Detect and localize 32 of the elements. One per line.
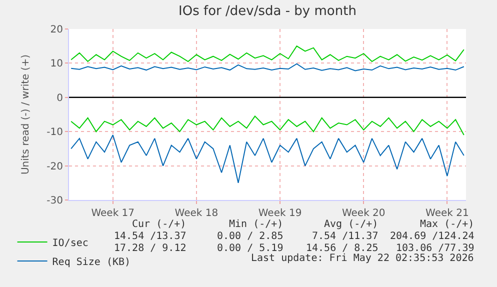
text: Last update: Fri May 22 02:35:53 2026 [251, 253, 474, 264]
x-tick-label: Week 17 [91, 208, 135, 219]
text: 7.54 /11.37 [312, 231, 378, 242]
line-series [70, 134, 464, 184]
legend-label: Req Size (KB) [52, 256, 131, 268]
line-series [70, 63, 464, 72]
y-tick-label: -10 [46, 127, 63, 138]
x-tick-label: Week 21 [426, 208, 469, 219]
text: Avg (-/+) [324, 219, 378, 230]
y-axis-title: Units read (-) / write (+) [20, 54, 32, 175]
y-tick-label: 10 [50, 58, 63, 70]
line-series [70, 46, 464, 62]
text: 0.00 / 2.85 [217, 231, 284, 242]
x-tick-label: Week 19 [258, 208, 302, 219]
text: Cur (-/+) [132, 219, 186, 230]
y-tick-label: -20 [46, 161, 63, 172]
text: 103.06 /77.39 [396, 243, 474, 254]
text: Min (-/+) [229, 219, 284, 230]
text: 17.28 / 9.12 [114, 243, 186, 254]
x-tick-label: Week 20 [342, 208, 386, 219]
x-tick-label: Week 18 [174, 208, 218, 219]
text: 204.69 /124.24 [390, 231, 474, 242]
y-tick-label: 20 [50, 24, 63, 36]
text: 0.00 / 5.19 [217, 243, 284, 254]
y-tick-label: -30 [46, 196, 63, 206]
line-series [70, 116, 464, 136]
chart-title: IOs for /dev/sda - by month [178, 4, 356, 20]
y-tick-label: 0 [56, 92, 63, 104]
text: 14.56 / 8.25 [306, 243, 378, 254]
legend-label: IO/sec [52, 238, 88, 249]
text: Max (-/+) [420, 219, 474, 230]
text: 14.54 /13.37 [114, 231, 186, 242]
